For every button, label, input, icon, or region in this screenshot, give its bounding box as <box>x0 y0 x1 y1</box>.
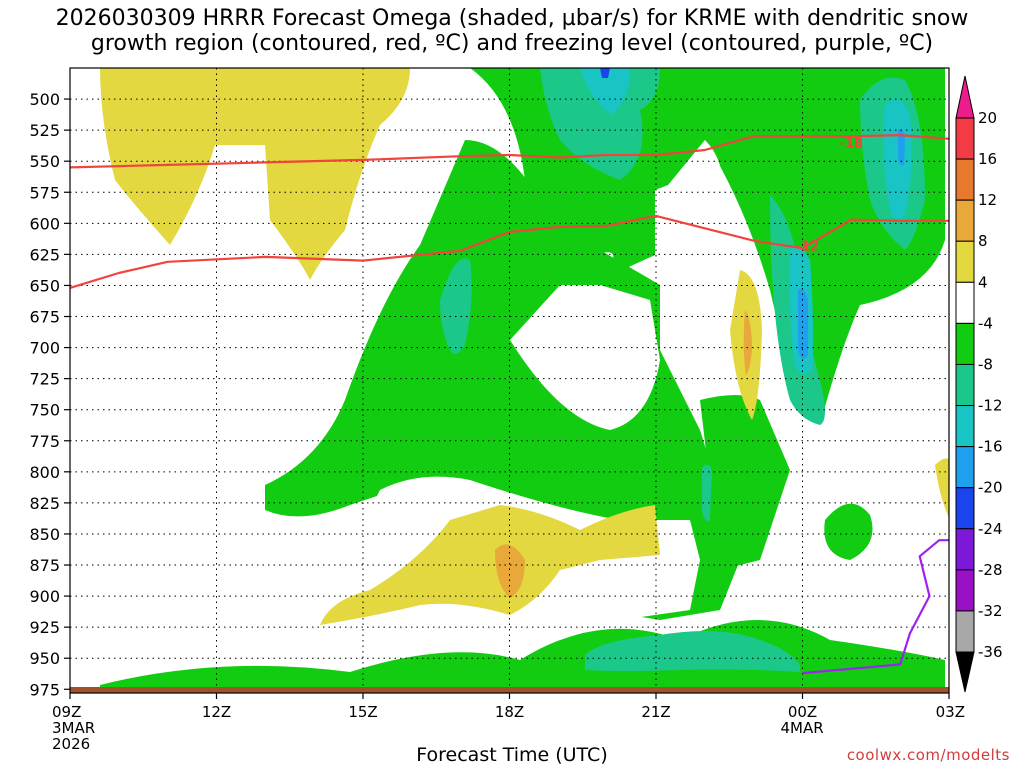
omega-region-cyan-far-right <box>883 99 912 219</box>
colorbar-swatch <box>955 610 975 653</box>
omega-region-orange-1 <box>495 544 525 598</box>
omega-region-blue-2 <box>898 128 905 166</box>
x-tick-label: 03Z <box>936 703 965 721</box>
y-tick-label: 725 <box>29 370 60 389</box>
omega-region-yellow-lower <box>320 505 660 625</box>
omega-region-teal-left <box>440 258 472 354</box>
y-tick-label: 850 <box>29 525 60 544</box>
colorbar-label: -36 <box>978 643 1003 661</box>
omega-region-green-mid <box>265 140 740 620</box>
omega-shading <box>100 68 949 690</box>
omega-region-orange-2 <box>743 310 752 375</box>
colorbar: 20 16 12 8 4 -4 -8 -12 -16 -20 -24 -28 -32 -36 <box>955 75 1003 693</box>
contour-layer: -18 -12 <box>70 134 949 675</box>
colorbar-label: 16 <box>978 150 997 168</box>
y-tick-label: 950 <box>29 649 60 668</box>
y-tick-label: 875 <box>29 556 60 575</box>
colorbar-label: -16 <box>978 438 1003 456</box>
contour-label: -12 <box>796 240 820 255</box>
x-tick-label: 21Z <box>641 703 670 721</box>
colorbar-label: 4 <box>978 273 988 291</box>
x-axis-title: Forecast Time (UTC) <box>416 744 608 766</box>
colorbar-label: 20 <box>978 109 997 127</box>
colorbar-swatch <box>955 158 975 201</box>
x-tick-label: 15Z <box>348 703 377 721</box>
y-tick-label: 550 <box>29 152 60 171</box>
y-axis: 500 525 550 575 600 625 650 675 700 725 750 775 800 8… <box>29 90 70 699</box>
omega-region-teal-bottom <box>585 631 800 672</box>
title-line-1: 2026030309 HRRR Forecast Omega (shaded, … <box>55 6 969 31</box>
colorbar-label: -20 <box>978 479 1003 497</box>
colorbar-label: -12 <box>978 397 1003 415</box>
contour-label: -18 <box>840 137 864 152</box>
y-tick-label: 800 <box>29 463 60 482</box>
colorbar-label: 12 <box>978 191 997 209</box>
x-tick-label: 00Z <box>788 703 817 721</box>
omega-region-green-patch <box>824 503 873 560</box>
y-tick-label: 625 <box>29 245 60 264</box>
colorbar-swatch <box>955 569 975 612</box>
omega-region-cyan-top <box>580 68 631 115</box>
x-tick-sublabel: 3MAR <box>52 719 95 737</box>
x-tick-label: 09Z <box>52 703 81 721</box>
y-tick-label: 825 <box>29 494 60 513</box>
y-tick-label: 925 <box>29 618 60 637</box>
omega-region-white-hole-1 <box>510 285 660 430</box>
y-tick-label: 900 <box>29 587 60 606</box>
omega-region-blue-1 <box>798 288 808 359</box>
y-tick-label: 675 <box>29 308 60 327</box>
colorbar-swatch <box>955 528 975 571</box>
y-tick-label: 650 <box>29 276 60 295</box>
x-tick-label: 18Z <box>495 703 524 721</box>
colorbar-label: -4 <box>978 314 993 332</box>
omega-region-yellow-top-left <box>100 68 410 280</box>
omega-region-white-hole-3 <box>600 140 720 285</box>
y-tick-label: 500 <box>29 90 60 109</box>
x-tick-sublabel: 2026 <box>52 735 90 753</box>
x-tick-sublabel: 4MAR <box>781 719 824 737</box>
omega-region-teal-thin <box>702 464 712 522</box>
x-tick-label: 12Z <box>202 703 231 721</box>
colorbar-swatch <box>955 117 975 160</box>
colorbar-label: -24 <box>978 520 1003 538</box>
credit-link[interactable]: coolwx.com/modelts <box>846 746 1010 764</box>
colorbar-bottom-arrow <box>955 651 975 693</box>
colorbar-top-arrow <box>955 75 975 119</box>
contour-line-0 <box>70 134 949 169</box>
colorbar-swatch <box>955 363 975 407</box>
terrain-band <box>70 687 949 693</box>
colorbar-swatch <box>955 322 975 365</box>
title-line-2: growth region (contoured, red, ºC) and f… <box>90 31 934 56</box>
y-tick-label: 525 <box>29 121 60 140</box>
y-tick-label: 575 <box>29 183 60 202</box>
colorbar-swatch <box>955 199 975 242</box>
chart-title: 2026030309 HRRR Forecast Omega (shaded, … <box>0 6 1024 56</box>
omega-region-blue-3 <box>600 68 610 78</box>
colorbar-swatch <box>955 405 975 448</box>
y-tick-label: 700 <box>29 339 60 358</box>
colorbar-swatch <box>955 281 975 324</box>
y-tick-label: 750 <box>29 401 60 420</box>
colorbar-label: -8 <box>978 355 993 373</box>
y-tick-label: 975 <box>29 680 60 699</box>
contour-line-1 <box>70 214 949 289</box>
colorbar-swatch <box>955 487 975 530</box>
y-tick-label: 600 <box>29 214 60 233</box>
colorbar-label: 8 <box>978 232 988 250</box>
colorbar-label: -32 <box>978 602 1003 620</box>
omega-region-green-right-column <box>700 395 790 570</box>
contour-line-2 <box>802 539 949 675</box>
omega-region-yellow-edge <box>935 458 949 518</box>
colorbar-swatch <box>955 446 975 489</box>
colorbar-label: -28 <box>978 561 1003 579</box>
omega-region-teal-top <box>540 68 660 180</box>
y-tick-label: 775 <box>29 432 60 451</box>
colorbar-swatch <box>955 240 975 283</box>
